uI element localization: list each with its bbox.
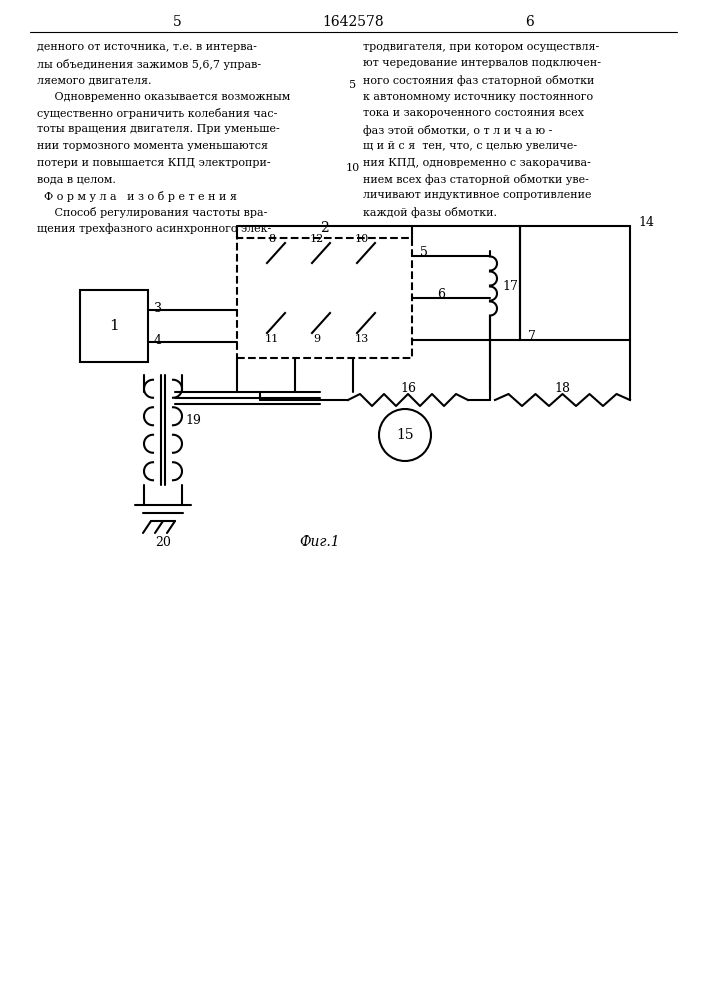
Text: 8: 8 — [269, 234, 276, 244]
Text: ляемого двигателя.: ляемого двигателя. — [37, 75, 151, 85]
Text: потери и повышается КПД электропри-: потери и повышается КПД электропри- — [37, 157, 271, 167]
Text: 12: 12 — [310, 234, 324, 244]
Text: 5: 5 — [420, 245, 428, 258]
Text: 5: 5 — [173, 15, 182, 29]
Text: Одновременно оказывается возможным: Одновременно оказывается возможным — [37, 92, 291, 102]
Text: 11: 11 — [265, 334, 279, 344]
Text: 17: 17 — [502, 279, 518, 292]
Text: 6: 6 — [437, 288, 445, 300]
Text: личивают индуктивное сопротивление: личивают индуктивное сопротивление — [363, 190, 592, 200]
Text: 6: 6 — [525, 15, 534, 29]
Text: ния КПД, одновременно с закорачива-: ния КПД, одновременно с закорачива- — [363, 157, 591, 167]
Bar — [80, 290, 148, 362]
Text: вода в целом.: вода в целом. — [37, 174, 116, 184]
Text: нии тормозного момента уменьшаются: нии тормозного момента уменьшаются — [37, 141, 268, 151]
Text: лы объединения зажимов 5,6,7 управ-: лы объединения зажимов 5,6,7 управ- — [37, 58, 261, 70]
Text: фаз этой обмотки, о т л и ч а ю -: фаз этой обмотки, о т л и ч а ю - — [363, 124, 552, 135]
Text: 18: 18 — [554, 381, 571, 394]
Text: 9: 9 — [313, 334, 320, 344]
Text: 4: 4 — [154, 334, 162, 347]
Text: Фиг.1: Фиг.1 — [300, 535, 340, 549]
Text: 14: 14 — [638, 216, 654, 229]
Text: 16: 16 — [400, 381, 416, 394]
Text: 7: 7 — [528, 330, 536, 342]
Text: щения трехфазного асинхронного элек-: щения трехфазного асинхронного элек- — [37, 224, 271, 234]
Bar — [520, 226, 630, 340]
Text: тока и закороченного состояния всех: тока и закороченного состояния всех — [363, 108, 584, 118]
Bar — [237, 238, 412, 358]
Text: Способ регулирования частоты вра-: Способ регулирования частоты вра- — [37, 207, 267, 218]
Text: щ и й с я  тен, что, с целью увеличе-: щ и й с я тен, что, с целью увеличе- — [363, 141, 577, 151]
Text: Ф о р м у л а   и з о б р е т е н и я: Ф о р м у л а и з о б р е т е н и я — [37, 190, 237, 202]
Text: ют чередование интервалов подключен-: ют чередование интервалов подключен- — [363, 58, 601, 68]
Text: 10: 10 — [355, 234, 369, 244]
Text: 19: 19 — [185, 414, 201, 426]
Text: 15: 15 — [396, 428, 414, 442]
Text: 2: 2 — [320, 221, 329, 235]
Text: 20: 20 — [155, 536, 171, 550]
Text: каждой фазы обмотки.: каждой фазы обмотки. — [363, 207, 497, 218]
Text: нием всех фаз статорной обмотки уве-: нием всех фаз статорной обмотки уве- — [363, 174, 589, 185]
Text: 3: 3 — [154, 302, 162, 314]
Text: к автономному источнику постоянного: к автономному источнику постоянного — [363, 92, 593, 102]
Text: 13: 13 — [355, 334, 369, 344]
Text: 5: 5 — [349, 81, 356, 91]
Text: тродвигателя, при котором осуществля-: тродвигателя, при котором осуществля- — [363, 42, 600, 52]
Text: ного состояния фаз статорной обмотки: ного состояния фаз статорной обмотки — [363, 75, 595, 86]
Text: 1642578: 1642578 — [322, 15, 384, 29]
Text: существенно ограничить колебания час-: существенно ограничить колебания час- — [37, 108, 277, 119]
Text: тоты вращения двигателя. При уменьше-: тоты вращения двигателя. При уменьше- — [37, 124, 280, 134]
Text: денного от источника, т.е. в интерва-: денного от источника, т.е. в интерва- — [37, 42, 257, 52]
Text: 1: 1 — [109, 319, 119, 333]
Text: 10: 10 — [346, 163, 360, 173]
